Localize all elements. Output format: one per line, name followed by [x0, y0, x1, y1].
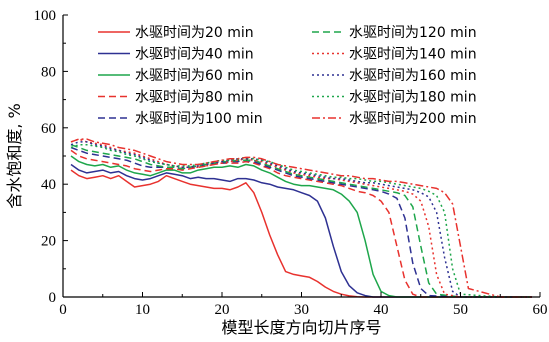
legend-label-4: 水驱时间为80 min — [135, 90, 254, 106]
series-line-7 — [70, 138, 532, 298]
axes-group: 0 10 20 30 40 50 60 0 20 40 60 80 100 — [34, 8, 548, 318]
series-line-5 — [70, 146, 532, 298]
series-line-3 — [70, 155, 532, 298]
legend-label-6: 水驱时间为120 min — [349, 25, 477, 41]
x-axis-title: 模型长度方向切片序号 — [221, 318, 381, 337]
legend-label-3: 水驱时间为60 min — [135, 68, 254, 84]
x-tick-label: 60 — [533, 302, 548, 318]
series-line-6 — [70, 143, 532, 298]
y-axis-title: 含水饱和度, % — [5, 103, 24, 208]
y-tick-label: 80 — [41, 64, 56, 80]
legend-label-5: 水驱时间为100 min — [135, 111, 263, 127]
legend-label-8: 水驱时间为160 min — [349, 68, 477, 84]
legend-label-1: 水驱时间为20 min — [135, 25, 254, 41]
y-tick-label: 40 — [41, 177, 56, 193]
series-line-4 — [70, 149, 532, 298]
series-line-1 — [70, 169, 532, 298]
series-line-10 — [70, 138, 532, 298]
legend-label-2: 水驱时间为40 min — [135, 47, 254, 63]
y-tick-label: 0 — [49, 290, 57, 306]
series-line-8 — [70, 141, 532, 298]
series-line-9 — [70, 143, 532, 298]
x-tick-label: 40 — [374, 302, 389, 318]
y-tick-label: 60 — [41, 121, 56, 137]
x-tick-label: 10 — [135, 302, 150, 318]
legend: 水驱时间为20 min 水驱时间为40 min 水驱时间为60 min 水驱时间为80… — [98, 25, 477, 127]
x-tick-label: 20 — [215, 302, 230, 318]
series-line-2 — [70, 163, 532, 298]
plot-series-group — [70, 138, 532, 298]
y-tick-label: 20 — [41, 234, 56, 250]
x-tick-label: 50 — [453, 302, 468, 318]
x-tick-label: 0 — [59, 302, 67, 318]
y-tick-label: 100 — [34, 8, 57, 24]
legend-label-7: 水驱时间为140 min — [349, 47, 477, 63]
legend-label-10: 水驱时间为200 min — [349, 111, 477, 127]
legend-label-9: 水驱时间为180 min — [349, 90, 477, 106]
x-tick-label: 30 — [294, 302, 309, 318]
